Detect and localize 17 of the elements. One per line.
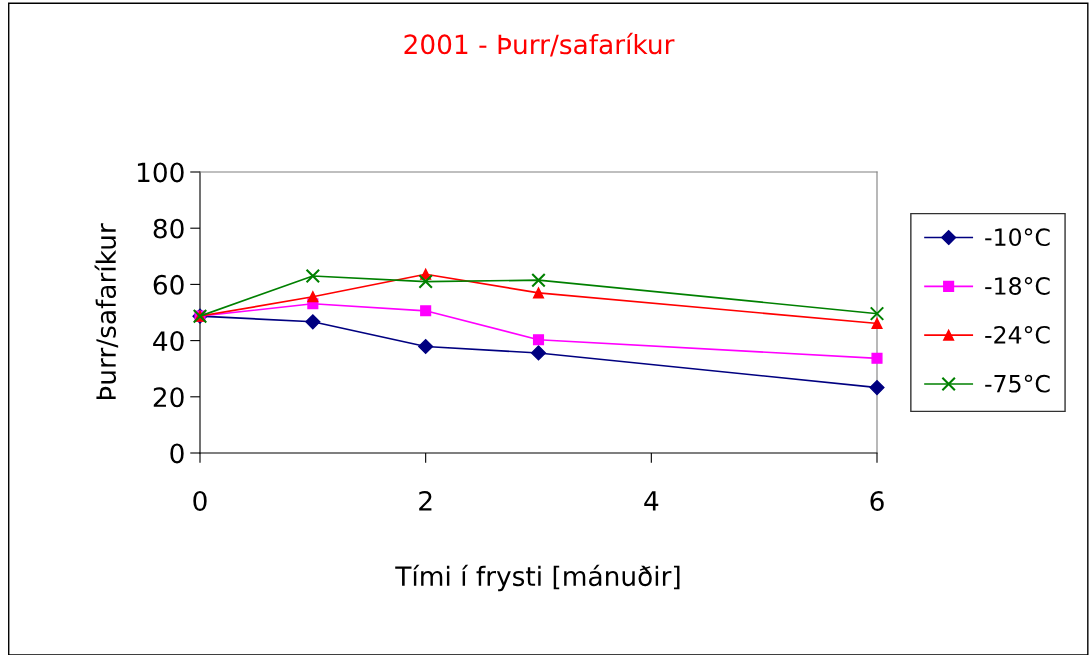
x-tick-label: 0 (193, 490, 207, 511)
y-tick-label: 60 (153, 274, 184, 295)
y-tick-label: 40 (153, 331, 184, 351)
legend-label: -75°C (985, 374, 1050, 393)
y-tick-label: 0 (170, 443, 184, 464)
chart-title: 2001 - Þurr/safaríkur (404, 32, 675, 57)
legend-label: -18°C (985, 277, 1050, 295)
y-tick-label: 20 (153, 387, 184, 408)
x-tick-label: 2 (419, 490, 432, 511)
x-axis-title: Tími í frysti [mánuðir] (395, 564, 680, 592)
x-tick-label: 6 (870, 490, 884, 511)
legend-label: -10°C (985, 228, 1050, 247)
y-axis-title: Þurr/safaríkur (94, 223, 119, 400)
x-tick-label: 4 (644, 491, 659, 511)
y-tick-label: 100 (137, 162, 184, 183)
legend-label: -24°C (985, 325, 1050, 344)
y-tick-label: 80 (153, 218, 184, 239)
